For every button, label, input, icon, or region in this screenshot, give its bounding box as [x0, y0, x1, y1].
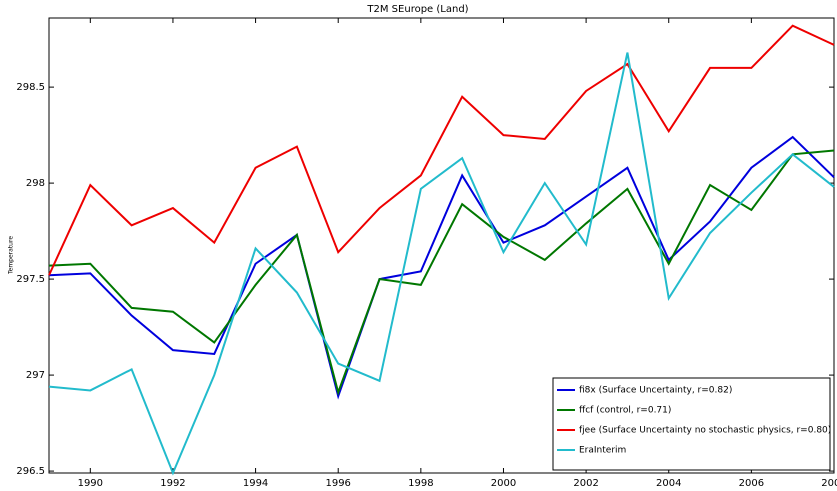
legend-label: ffcf (control, r=0.71) — [579, 406, 671, 416]
y-tick-label: 297 — [26, 370, 45, 381]
legend-label: EraInterim — [579, 446, 626, 456]
x-tick-label: 1998 — [408, 478, 433, 489]
y-tick-label: 296.5 — [16, 466, 45, 477]
y-tick-label: 298 — [26, 178, 45, 189]
x-tick-label: 2000 — [491, 478, 516, 489]
x-tick-label: 1994 — [243, 478, 268, 489]
y-tick-label: 298.5 — [16, 82, 45, 93]
x-tick-label: 2008 — [821, 478, 837, 489]
plot-area — [48, 17, 835, 474]
series-line — [48, 52, 835, 476]
y-tick-label: 297.5 — [16, 274, 45, 285]
y-axis-label: Temperature — [8, 236, 15, 275]
chart-title: T2M SEurope (Land) — [366, 4, 468, 15]
x-tick-label: 1996 — [325, 478, 350, 489]
legend-label: fi8x (Surface Uncertainty, r=0.82) — [579, 386, 732, 396]
legend-box — [552, 377, 831, 471]
x-tick-label: 2006 — [739, 478, 764, 489]
x-tick-label: 2002 — [573, 478, 598, 489]
series-line — [48, 24, 835, 276]
x-tick-label: 2004 — [656, 478, 681, 489]
x-tick-label: 1990 — [78, 478, 103, 489]
series-line — [48, 135, 835, 400]
legend-label: fjee (Surface Uncertainty no stochastic … — [579, 426, 831, 436]
legend: fi8x (Surface Uncertainty, r=0.82) ffcf (… — [552, 377, 831, 471]
x-tick-label: 1992 — [160, 478, 185, 489]
series-line — [48, 149, 835, 396]
